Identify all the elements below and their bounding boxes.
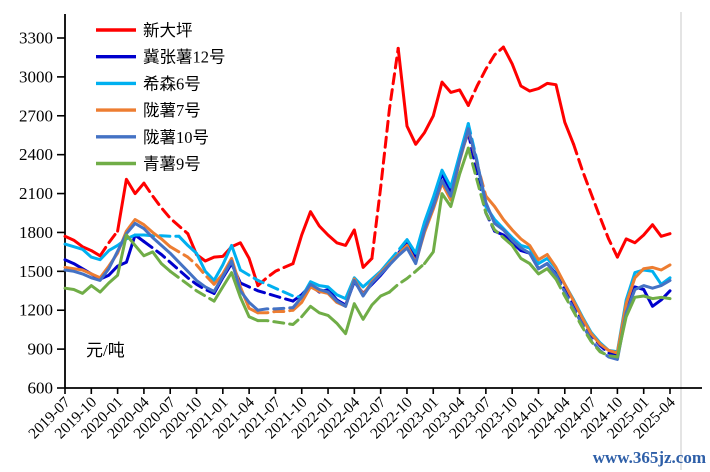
series-line-青薯9号 — [466, 146, 505, 240]
series-line-陇薯10号 — [63, 221, 260, 312]
y-tick-label: 3300 — [19, 29, 53, 48]
series-line-陇薯10号 — [554, 273, 619, 361]
series-line-新大坪 — [466, 45, 505, 107]
series-line-青薯9号 — [423, 146, 470, 266]
series-line-新大坪 — [501, 45, 576, 146]
series-line-新大坪 — [142, 181, 190, 236]
series-line-新大坪 — [116, 177, 146, 233]
series-line-新大坪 — [572, 142, 619, 259]
series-line-陇薯7号 — [291, 128, 470, 312]
series-line-新大坪 — [370, 46, 400, 260]
series-line-希森6号 — [484, 205, 672, 354]
legend-label-青薯9号: 青薯9号 — [143, 155, 201, 174]
series-line-青薯9号 — [168, 269, 216, 303]
series-line-新大坪 — [291, 210, 374, 269]
series-line-希森6号 — [63, 233, 146, 262]
y-tick-label: 1800 — [19, 223, 53, 242]
y-tick-label: 1200 — [19, 301, 53, 320]
series-line-陇薯10号 — [615, 278, 672, 361]
series-line-新大坪 — [396, 46, 470, 146]
series-line-陇薯10号 — [256, 306, 295, 312]
y-tick-label: 2700 — [19, 106, 53, 125]
series-line-青薯9号 — [256, 315, 304, 326]
series-line-陇薯7号 — [168, 245, 216, 286]
series-line-青薯9号 — [63, 233, 172, 295]
series-line-新大坪 — [63, 234, 102, 258]
series-line-新大坪 — [256, 262, 295, 288]
series-line-陇薯10号 — [291, 127, 558, 310]
y-tick-label: 2400 — [19, 145, 53, 164]
series-line-青薯9号 — [387, 262, 426, 294]
legend-label-希森6号: 希森6号 — [143, 74, 201, 93]
y-tick-label: 1500 — [19, 262, 53, 281]
series-line-希森6号 — [387, 238, 409, 263]
series-line-青薯9号 — [554, 277, 619, 359]
series-line-冀张薯12号 — [142, 240, 216, 295]
legend-label-新大坪: 新大坪 — [143, 21, 193, 40]
series-line-青薯9号 — [615, 294, 672, 359]
series-line-冀张薯12号 — [466, 131, 497, 233]
series-line-希森6号 — [238, 268, 304, 299]
legend-label-陇薯10号: 陇薯10号 — [143, 128, 209, 147]
series-line-陇薯7号 — [256, 308, 295, 315]
unit-label: 元/吨 — [86, 341, 125, 360]
y-tick-label: 600 — [28, 379, 54, 398]
y-tick-label: 900 — [28, 340, 54, 359]
series-line-新大坪 — [615, 223, 672, 259]
series-line-希森6号 — [300, 259, 391, 301]
legend-label-陇薯7号: 陇薯7号 — [143, 101, 201, 120]
series-line-青薯9号 — [300, 290, 391, 336]
series-line-青薯9号 — [212, 271, 260, 323]
series-line-冀张薯12号 — [238, 281, 295, 303]
y-tick-label: 3000 — [19, 67, 53, 86]
legend-label-冀张薯12号: 冀张薯12号 — [143, 48, 226, 67]
series-line-希森6号 — [177, 234, 242, 282]
series-line-陇薯7号 — [484, 194, 672, 355]
series-line-新大坪 — [98, 229, 120, 258]
series-line-青薯9号 — [501, 236, 558, 281]
y-tick-label: 2100 — [19, 184, 53, 203]
watermark: www.365jz.com — [593, 448, 706, 467]
series-line-冀张薯12号 — [63, 233, 146, 281]
